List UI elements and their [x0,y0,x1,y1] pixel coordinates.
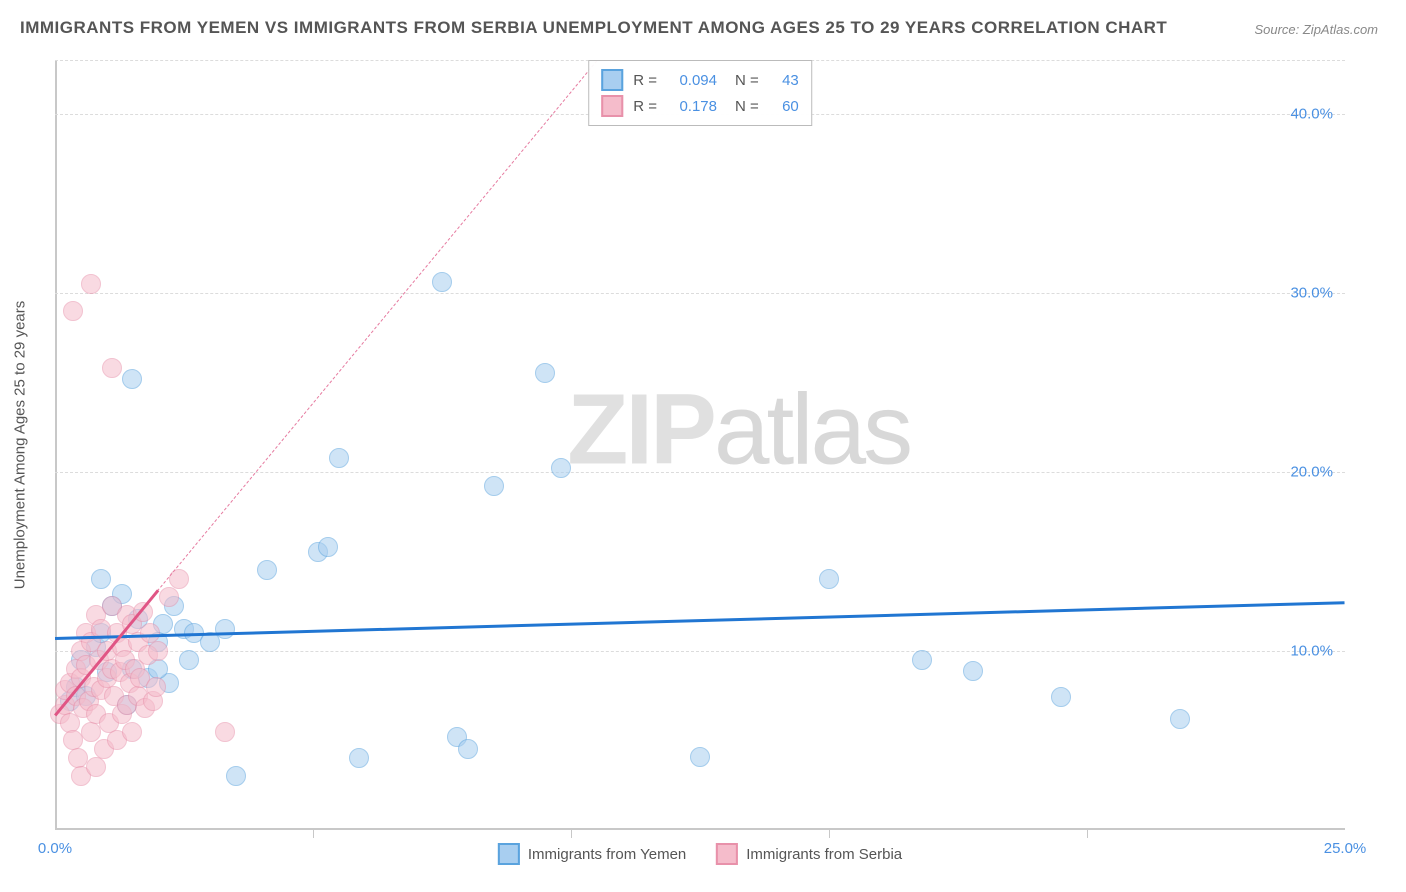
data-point [63,301,83,321]
data-point [432,272,452,292]
data-point [1051,687,1071,707]
chart-title: IMMIGRANTS FROM YEMEN VS IMMIGRANTS FROM… [20,18,1167,38]
data-point [148,641,168,661]
data-point [535,363,555,383]
stats-legend: R = 0.094 N = 43 R = 0.178 N = 60 [588,60,812,126]
r-label: R = [633,72,657,89]
x-minor-tick [313,830,314,838]
data-point [215,722,235,742]
legend-swatch [601,95,623,117]
source-label: Source: ZipAtlas.com [1254,22,1378,37]
r-value: 0.094 [667,72,717,89]
legend-swatch [498,843,520,865]
y-tick-label: 20.0% [1290,463,1333,480]
legend-swatch [601,69,623,91]
gridline [55,472,1345,473]
data-point [179,650,199,670]
legend-label: Immigrants from Serbia [746,846,902,863]
data-point [963,661,983,681]
data-point [122,369,142,389]
legend-label: Immigrants from Yemen [528,846,686,863]
x-minor-tick [1087,830,1088,838]
y-tick-label: 10.0% [1290,642,1333,659]
data-point [1170,709,1190,729]
x-tick-label: 0.0% [38,840,72,857]
data-point [329,448,349,468]
chart-area: ZIPatlas 10.0%20.0%30.0%40.0%0.0%25.0% U… [55,60,1345,830]
data-point [257,560,277,580]
data-point [215,619,235,639]
data-point [81,274,101,294]
legend-swatch [716,843,738,865]
r-value: 0.178 [667,98,717,115]
data-point [484,476,504,496]
scatter-plot: ZIPatlas 10.0%20.0%30.0%40.0%0.0%25.0% [55,60,1345,830]
series-legend: Immigrants from Yemen Immigrants from Ser… [498,843,902,865]
watermark: ZIPatlas [567,372,910,487]
r-label: R = [633,98,657,115]
data-point [68,748,88,768]
legend-item: Immigrants from Serbia [716,843,902,865]
data-point [122,722,142,742]
data-point [146,677,166,697]
n-value: 60 [769,98,799,115]
y-tick-label: 40.0% [1290,105,1333,122]
n-label: N = [735,98,759,115]
x-minor-tick [571,830,572,838]
n-label: N = [735,72,759,89]
gridline [55,293,1345,294]
gridline [55,651,1345,652]
legend-item: Immigrants from Yemen [498,843,686,865]
legend-stat-row: R = 0.178 N = 60 [601,93,799,119]
y-tick-label: 30.0% [1290,284,1333,301]
legend-stat-row: R = 0.094 N = 43 [601,67,799,93]
data-point [159,587,179,607]
data-point [458,739,478,759]
n-value: 43 [769,72,799,89]
data-point [86,757,106,777]
data-point [102,358,122,378]
data-point [912,650,932,670]
data-point [551,458,571,478]
y-axis-label: Unemployment Among Ages 25 to 29 years [12,301,29,590]
data-point [690,747,710,767]
x-minor-tick [829,830,830,838]
data-point [226,766,246,786]
data-point [63,730,83,750]
data-point [349,748,369,768]
data-point [91,569,111,589]
data-point [819,569,839,589]
x-tick-label: 25.0% [1324,840,1367,857]
data-point [81,722,101,742]
data-point [318,537,338,557]
x-axis-line [55,828,1345,830]
trend-line [55,601,1345,639]
